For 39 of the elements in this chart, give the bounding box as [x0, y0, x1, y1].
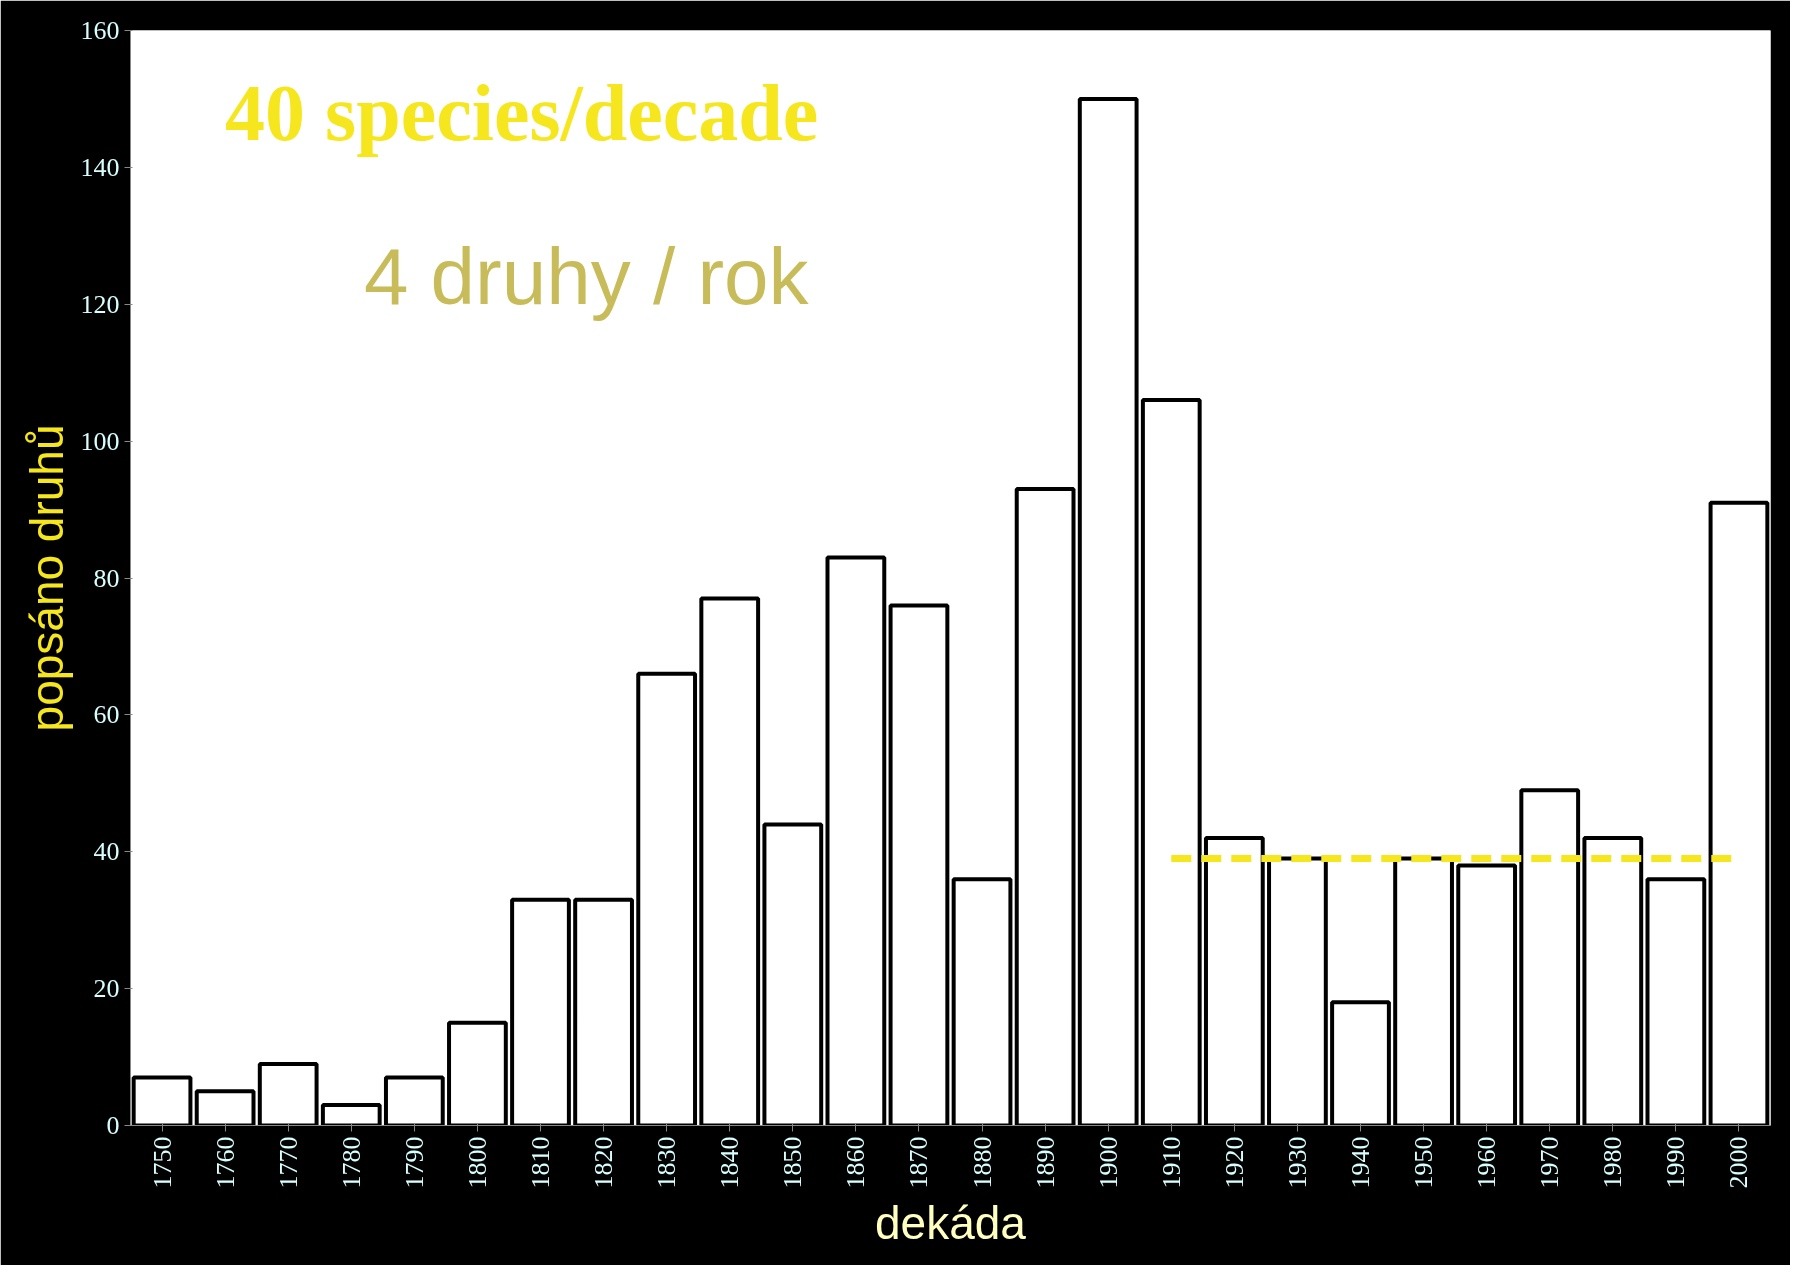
y-tick-label: 0: [106, 1111, 120, 1140]
y-axis-title: popsáno druhů: [20, 424, 73, 732]
x-tick-label: 1920: [1219, 1136, 1249, 1189]
x-tick-label: 1820: [589, 1136, 619, 1189]
x-tick-label: 1880: [967, 1136, 997, 1189]
x-tick-label: 1960: [1472, 1136, 1502, 1189]
y-tick-label: 120: [80, 289, 120, 319]
x-tick-label: 1780: [336, 1136, 366, 1189]
x-tick-label: 1870: [904, 1136, 934, 1189]
x-tick-label: 1930: [1282, 1136, 1312, 1189]
x-tick-label: 1830: [652, 1136, 682, 1189]
x-tick-label: 1890: [1030, 1136, 1060, 1189]
x-tick-label: 1990: [1661, 1136, 1691, 1189]
x-tick-label: 1940: [1346, 1136, 1375, 1189]
x-tick-label: 1980: [1598, 1136, 1628, 1189]
y-tick-label: 100: [80, 426, 120, 456]
x-tick-label: 1950: [1409, 1136, 1439, 1189]
x-tick-label: 1910: [1156, 1136, 1186, 1189]
x-tick-label: 1810: [526, 1136, 555, 1189]
x-tick-label: 1790: [399, 1136, 429, 1189]
x-tick-label: 1750: [147, 1136, 177, 1189]
x-tick-label: 1970: [1535, 1136, 1565, 1189]
y-tick-label: 60: [93, 700, 120, 730]
x-tick-label: 1900: [1093, 1136, 1123, 1189]
x-tick-label: 1860: [841, 1136, 871, 1189]
x-tick-label: 1800: [462, 1136, 492, 1189]
y-tick-label: 160: [80, 16, 120, 45]
y-tick-label: 20: [93, 974, 120, 1004]
annotation: 40 species/decade: [225, 68, 819, 157]
x-tick-label: 1770: [273, 1136, 303, 1189]
y-tick-label: 80: [93, 563, 120, 593]
x-tick-label: 1840: [715, 1136, 745, 1189]
y-tick-label: 140: [80, 152, 120, 182]
x-tick-label: 2000: [1724, 1136, 1754, 1189]
x-tick-label: 1760: [210, 1136, 240, 1189]
x-axis-title: dekáda: [875, 1196, 1027, 1249]
y-tick-label: 40: [93, 837, 120, 867]
annotation: 4 druhy / rok: [363, 232, 810, 322]
x-tick-label: 1850: [778, 1136, 808, 1189]
